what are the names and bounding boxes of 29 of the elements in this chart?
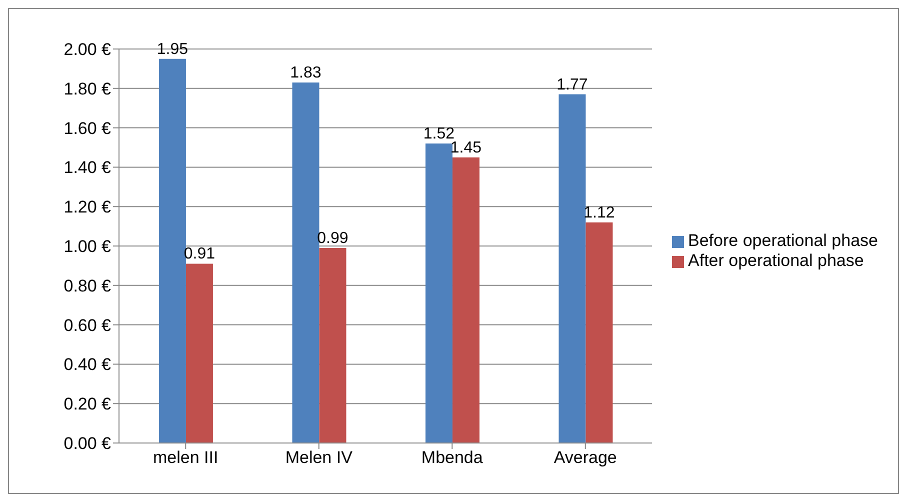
y-tick-label: 1.00 € — [64, 237, 112, 256]
y-tick-label: 1.60 € — [64, 118, 112, 138]
y-tick-label: 1.40 € — [64, 158, 112, 178]
x-tick-label: Mbenda — [421, 448, 484, 468]
y-tick-label: 0.20 € — [64, 394, 112, 414]
data-label: 1.83 — [290, 64, 322, 82]
y-tick-label: 0.40 € — [64, 355, 112, 374]
y-tick-label: 0.00 € — [64, 434, 112, 454]
legend-label: After operational phase — [688, 251, 864, 270]
bar — [452, 157, 480, 443]
bar — [158, 58, 186, 443]
data-label: 1.52 — [423, 126, 455, 143]
y-tick-label: 1.80 € — [64, 79, 112, 98]
x-tick-label: Melen IV — [285, 448, 354, 468]
bar — [558, 94, 586, 443]
data-label: 1.77 — [556, 76, 588, 94]
bar — [425, 144, 452, 443]
bar — [292, 82, 320, 443]
x-tick-label: melen III — [153, 448, 218, 468]
y-tick-label: 2.00 € — [64, 40, 112, 60]
y-tick-label: 0.60 € — [64, 316, 112, 335]
bar — [319, 248, 346, 443]
data-label: 1.95 — [156, 40, 188, 58]
x-tick-label: Average — [554, 448, 617, 468]
y-tick-label: 1.20 € — [64, 198, 112, 217]
y-tick-label: 0.80 € — [64, 276, 112, 296]
bar — [586, 222, 613, 443]
legend-label: Before operational phase — [688, 231, 878, 250]
bar — [186, 264, 213, 443]
